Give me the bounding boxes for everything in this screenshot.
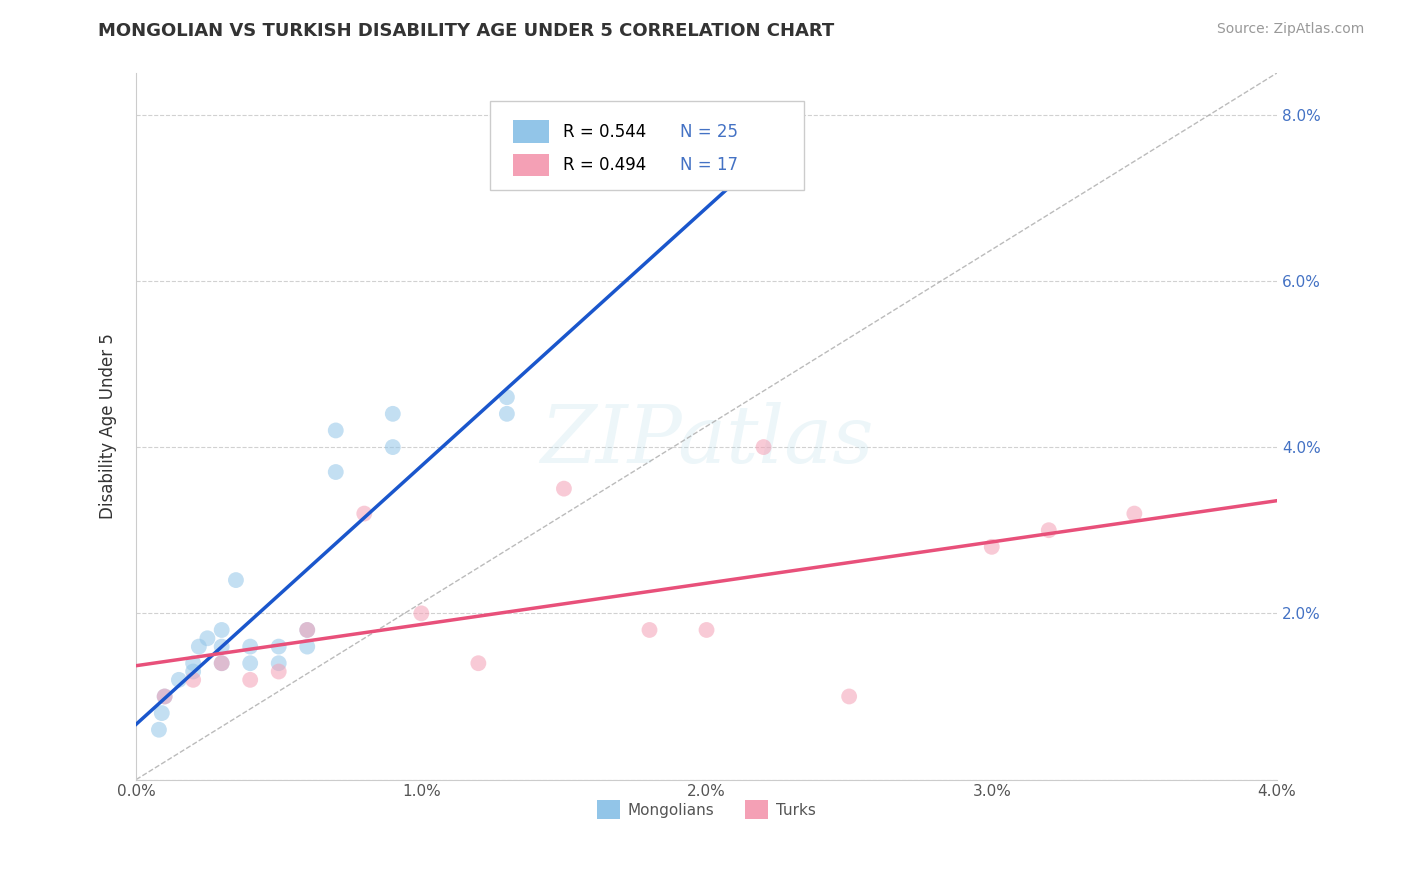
Point [1123,507,1146,521]
Bar [513,120,550,143]
Text: Source: ZipAtlas.com: Source: ZipAtlas.com [1216,22,1364,37]
Point [752,174,775,188]
Point [325,424,347,438]
Point [187,640,209,654]
Point [225,573,247,587]
Point [267,657,290,671]
Point [267,640,290,654]
Point [980,540,1002,554]
Point [353,507,375,521]
Point [197,632,219,646]
Point [638,623,661,637]
Y-axis label: Disability Age Under 5: Disability Age Under 5 [100,334,117,519]
Point [297,640,319,654]
Bar [513,153,550,176]
Point [267,665,290,679]
Point [297,623,319,637]
Point [150,706,173,720]
Point [181,657,204,671]
Point [211,623,233,637]
Point [752,440,775,454]
Point [239,657,262,671]
Point [411,607,433,621]
Point [325,465,347,479]
Point [838,690,860,704]
Text: N = 17: N = 17 [681,156,738,174]
Point [211,640,233,654]
Text: R = 0.494: R = 0.494 [562,156,645,174]
Point [239,640,262,654]
Point [696,623,718,637]
Text: MONGOLIAN VS TURKISH DISABILITY AGE UNDER 5 CORRELATION CHART: MONGOLIAN VS TURKISH DISABILITY AGE UNDE… [98,22,835,40]
Text: R = 0.544: R = 0.544 [562,122,645,141]
Point [148,723,170,737]
Text: N = 25: N = 25 [681,122,738,141]
Point [211,657,233,671]
Point [239,673,262,687]
Point [167,673,190,687]
Point [153,690,176,704]
Point [381,407,404,421]
Legend: Mongolians, Turks: Mongolians, Turks [592,794,821,825]
Point [496,407,519,421]
Point [181,673,204,687]
Point [153,690,176,704]
Point [181,665,204,679]
Text: ZIPatlas: ZIPatlas [540,401,873,479]
Point [381,440,404,454]
Point [297,623,319,637]
Point [553,482,575,496]
Point [467,657,489,671]
Point [1038,523,1060,537]
Point [496,390,519,404]
Point [211,657,233,671]
FancyBboxPatch shape [489,102,803,190]
